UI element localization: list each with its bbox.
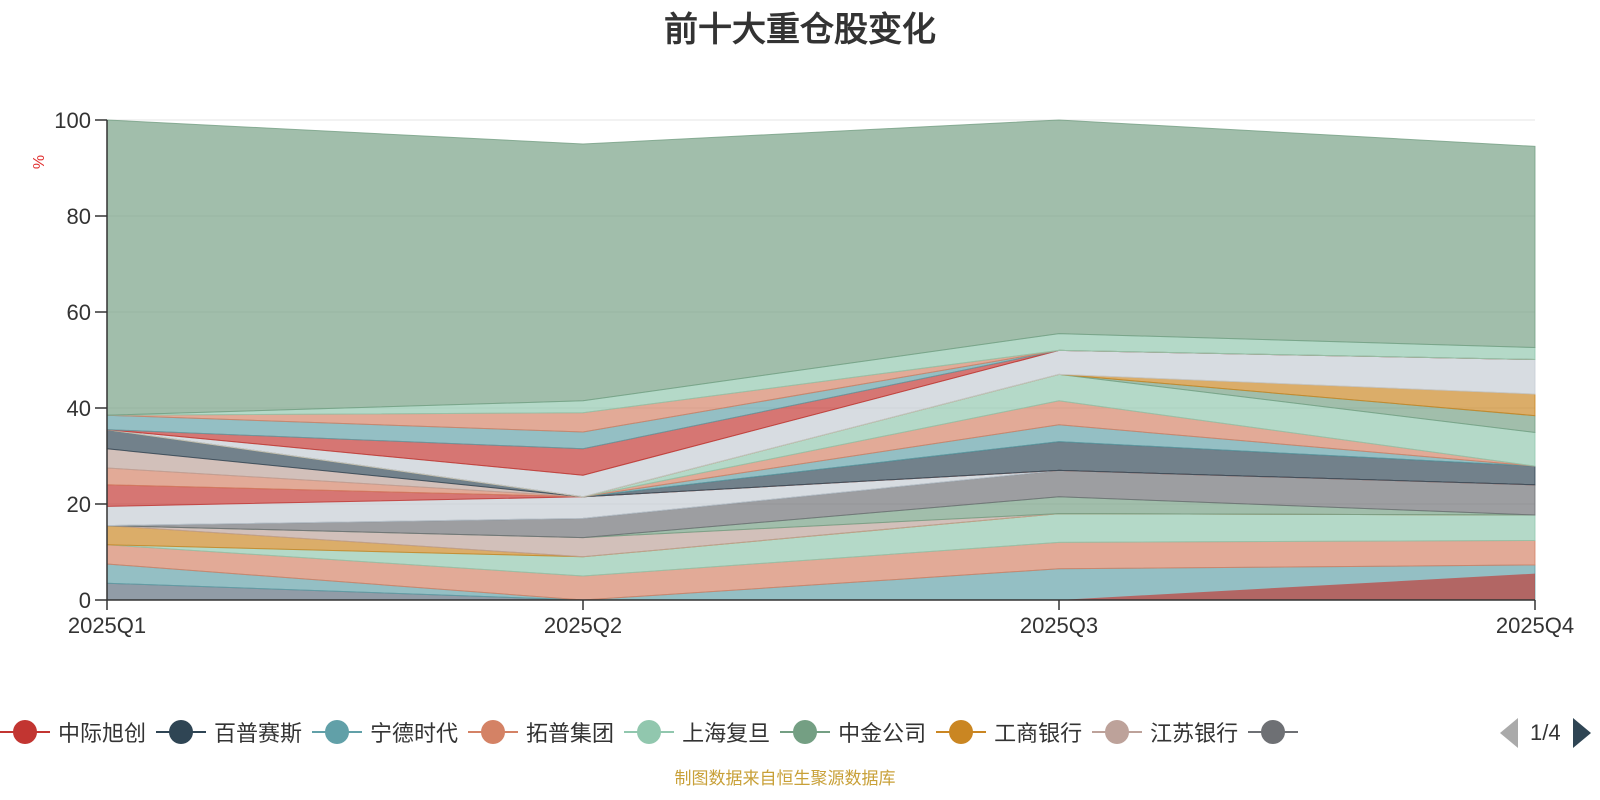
legend-marker-icon: [936, 717, 987, 747]
legend-item[interactable]: 上海复旦: [624, 712, 770, 752]
legend-item[interactable]: 工商银行: [936, 712, 1082, 752]
legend-marker-icon: [468, 717, 519, 747]
page-indicator: 1/4: [1530, 720, 1561, 745]
legend-item[interactable]: 中际旭创: [0, 712, 146, 752]
legend: 中际旭创 百普赛斯 宁德时代 拓普集团 上海复旦 中金公司 工商银行 江苏银行: [0, 712, 1480, 752]
legend-marker-icon: [1092, 717, 1143, 747]
legend-marker-icon: [312, 717, 363, 747]
x-tick-label: 2025Q2: [544, 613, 622, 638]
legend-label: 拓普集团: [526, 721, 615, 746]
y-axis-label: %: [31, 155, 48, 169]
legend-item[interactable]: 宁德时代: [312, 712, 458, 752]
source-note: 制图数据来自恒生聚源数据库: [674, 769, 896, 788]
y-tick-label: 100: [54, 108, 91, 133]
legend-label: 百普赛斯: [214, 721, 303, 746]
legend-label: 上海复旦: [682, 721, 771, 746]
legend-marker-icon: [1248, 717, 1299, 747]
legend-label: 中金公司: [838, 721, 927, 746]
legend-label: 宁德时代: [370, 721, 459, 746]
x-tick-label: 2025Q3: [1020, 613, 1098, 638]
area-series-25: [106, 119, 1536, 416]
next-page-icon[interactable]: [1572, 718, 1591, 748]
legend-label: 江苏银行: [1150, 721, 1239, 746]
legend-marker-icon: [624, 717, 675, 747]
area-overlay-0: [107, 573, 1535, 600]
legend-item[interactable]: 中金公司: [780, 712, 926, 752]
y-tick-label: 0: [79, 588, 91, 613]
legend-pager: 1/4: [1500, 716, 1591, 750]
legend-marker-icon: [0, 717, 50, 747]
legend-item[interactable]: 拓普集团: [468, 712, 614, 752]
legend-marker-icon: [156, 717, 207, 747]
y-tick-label: 40: [67, 396, 91, 421]
legend-item[interactable]: [1248, 712, 1306, 752]
legend-item[interactable]: 百普赛斯: [156, 712, 302, 752]
legend-marker-icon: [780, 717, 831, 747]
chart-title: 前十大重仓股变化: [664, 11, 936, 49]
y-tick-label: 20: [67, 492, 91, 517]
y-tick-label: 80: [67, 204, 91, 229]
y-tick-label: 60: [67, 300, 91, 325]
legend-label: 中际旭创: [58, 721, 147, 746]
x-tick-label: 2025Q1: [68, 613, 146, 638]
legend-item[interactable]: 江苏银行: [1092, 712, 1238, 752]
legend-label: 工商银行: [994, 721, 1083, 746]
prev-page-icon[interactable]: [1500, 718, 1518, 748]
x-tick-label: 2025Q4: [1496, 613, 1574, 638]
